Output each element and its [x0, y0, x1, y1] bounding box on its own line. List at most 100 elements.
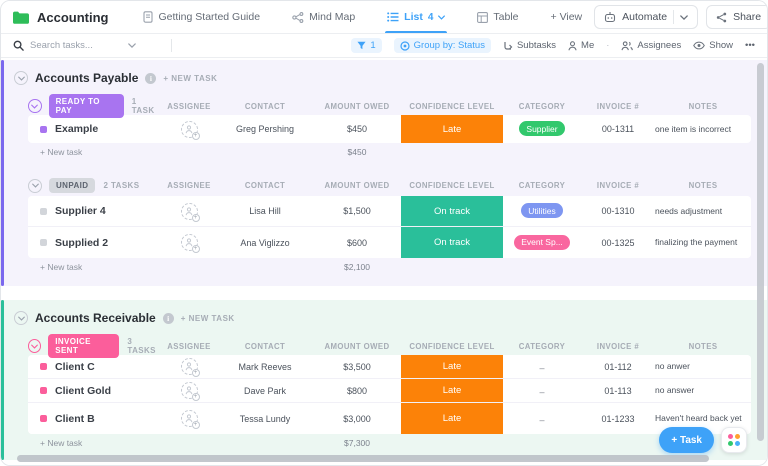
info-icon[interactable]: i [145, 72, 157, 84]
tab-list[interactable]: List 4 [379, 1, 453, 33]
tab-table[interactable]: Table [469, 1, 526, 33]
task-name[interactable]: Client C [55, 360, 95, 373]
chevron-down-icon[interactable] [128, 43, 136, 48]
column-header-contact[interactable]: CONTACT [244, 101, 286, 111]
notes-cell[interactable]: no answer [655, 385, 695, 396]
category-empty[interactable]: – [539, 362, 545, 373]
column-header-amount[interactable]: AMOUNT OWED [324, 341, 390, 351]
confidence-cell[interactable]: Late [401, 379, 503, 402]
horizontal-scrollbar[interactable] [17, 455, 709, 462]
add-assignee-icon[interactable]: + [180, 120, 200, 140]
subtasks-button[interactable]: Subtasks [503, 40, 556, 51]
clickup-apps-button[interactable] [721, 427, 747, 453]
tab-mind-map[interactable]: Mind Map [284, 1, 363, 33]
group-chevron-icon[interactable] [28, 339, 42, 353]
column-header-category[interactable]: CATEGORY [518, 101, 566, 111]
column-header-assignee[interactable]: ASSIGNEE [167, 101, 211, 111]
invoice-cell[interactable]: 00-1311 [601, 124, 635, 134]
vertical-scrollbar[interactable] [757, 63, 764, 441]
task-row[interactable]: Client B + Tessa Lundy $3,000 Late – 01-… [28, 403, 751, 434]
column-header-invoice[interactable]: INVOICE # [596, 101, 640, 111]
invoice-cell[interactable]: 01-113 [604, 385, 632, 396]
task-name[interactable]: Supplied 2 [55, 236, 109, 249]
column-header-contact[interactable]: CONTACT [244, 181, 286, 190]
amount-cell[interactable]: $800 [346, 385, 368, 396]
collapse-chevron-icon[interactable] [14, 311, 28, 325]
task-name[interactable]: Example [55, 123, 99, 135]
amount-cell[interactable]: $3,000 [343, 413, 371, 424]
contact-cell[interactable]: Mark Reeves [238, 361, 292, 372]
column-header-invoice[interactable]: INVOICE # [596, 181, 640, 190]
task-name[interactable]: Client B [55, 412, 95, 425]
column-header-amount[interactable]: AMOUNT OWED [324, 101, 390, 111]
category-tag[interactable]: Supplier [519, 121, 565, 137]
category-empty[interactable]: – [539, 414, 545, 425]
filter-button[interactable]: 1 [351, 38, 382, 53]
status-square[interactable] [40, 125, 47, 133]
chevron-down-icon[interactable] [680, 14, 688, 20]
column-header-assignee[interactable]: ASSIGNEE [167, 341, 211, 351]
task-row[interactable]: Supplied 2 + Ana Viglizzo $600 On track … [28, 227, 751, 258]
notes-cell[interactable]: no anwer [655, 361, 690, 372]
column-header-contact[interactable]: CONTACT [244, 341, 286, 351]
status-badge[interactable]: INVOICE SENT [48, 334, 120, 358]
invoice-cell[interactable]: 01-1233 [601, 413, 635, 424]
task-row[interactable]: Client C + Mark Reeves $3,500 Late – 01-… [28, 355, 751, 379]
notes-cell[interactable]: finalizing the payment [655, 237, 738, 248]
notes-cell[interactable]: Haven't heard back yet [655, 413, 742, 424]
confidence-cell[interactable]: On track [401, 227, 503, 258]
new-task-link[interactable]: + New task [40, 438, 83, 448]
new-task-link[interactable]: + NEW TASK [163, 73, 218, 83]
search-box[interactable] [13, 40, 163, 51]
contact-cell[interactable]: Greg Pershing [235, 124, 295, 134]
column-header-category[interactable]: CATEGORY [518, 181, 566, 190]
tab-add-view[interactable]: + View [543, 1, 591, 33]
column-header-notes[interactable]: NOTES [688, 181, 718, 190]
status-square[interactable] [40, 207, 47, 215]
assignees-button[interactable]: Assignees [621, 40, 681, 51]
task-row[interactable]: Example + Greg Pershing $450 Late Suppli… [28, 115, 751, 143]
contact-cell[interactable]: Tessa Lundy [239, 413, 291, 424]
group-chevron-icon[interactable] [28, 99, 42, 113]
column-header-confidence[interactable]: CONFIDENCE LEVEL [409, 101, 495, 111]
task-name[interactable]: Client Gold [55, 384, 111, 397]
add-assignee-icon[interactable]: + [180, 202, 200, 222]
share-button[interactable]: Share [706, 5, 767, 29]
category-tag[interactable]: Event Sp... [514, 234, 570, 250]
tab-getting-started-guide[interactable]: Getting Started Guide [135, 1, 269, 33]
column-header-invoice[interactable]: INVOICE # [596, 341, 640, 351]
amount-cell[interactable]: $1,500 [343, 206, 371, 216]
confidence-cell[interactable]: Late [401, 355, 503, 378]
add-assignee-icon[interactable]: + [180, 358, 200, 377]
more-button[interactable]: ••• [745, 40, 755, 51]
category-tag[interactable]: Utilities [521, 203, 563, 219]
confidence-cell[interactable]: Late [401, 115, 503, 143]
status-badge[interactable]: UNPAID [49, 178, 96, 193]
column-header-assignee[interactable]: ASSIGNEE [167, 181, 211, 190]
section-title[interactable]: Accounts Receivable [35, 311, 156, 325]
invoice-cell[interactable]: 01-112 [604, 361, 632, 372]
invoice-cell[interactable]: 00-1310 [601, 206, 635, 216]
contact-cell[interactable]: Ana Viglizzo [240, 237, 290, 248]
me-button[interactable]: Me [568, 40, 594, 51]
notes-cell[interactable]: one item is incorrect [655, 123, 732, 134]
column-header-category[interactable]: CATEGORY [518, 341, 566, 351]
new-task-link[interactable]: + New task [40, 147, 83, 157]
add-assignee-icon[interactable]: + [180, 410, 200, 429]
task-row[interactable]: Supplier 4 + Lisa Hill $1,500 On track U… [28, 196, 751, 227]
contact-cell[interactable]: Dave Park [243, 385, 287, 396]
group-chevron-icon[interactable] [28, 178, 42, 193]
category-empty[interactable]: – [539, 386, 545, 397]
column-header-amount[interactable]: AMOUNT OWED [324, 181, 390, 190]
column-header-notes[interactable]: NOTES [688, 341, 718, 351]
amount-cell[interactable]: $450 [346, 124, 368, 134]
section-title[interactable]: Accounts Payable [35, 71, 139, 85]
info-icon[interactable]: i [162, 312, 174, 324]
invoice-cell[interactable]: 00-1325 [601, 237, 635, 248]
status-badge[interactable]: READY TO PAY [48, 94, 124, 118]
add-assignee-icon[interactable]: + [180, 234, 200, 253]
group-by-button[interactable]: Group by: Status [393, 38, 491, 53]
status-square[interactable] [40, 387, 47, 394]
status-square[interactable] [40, 415, 47, 422]
show-button[interactable]: Show [693, 40, 733, 51]
